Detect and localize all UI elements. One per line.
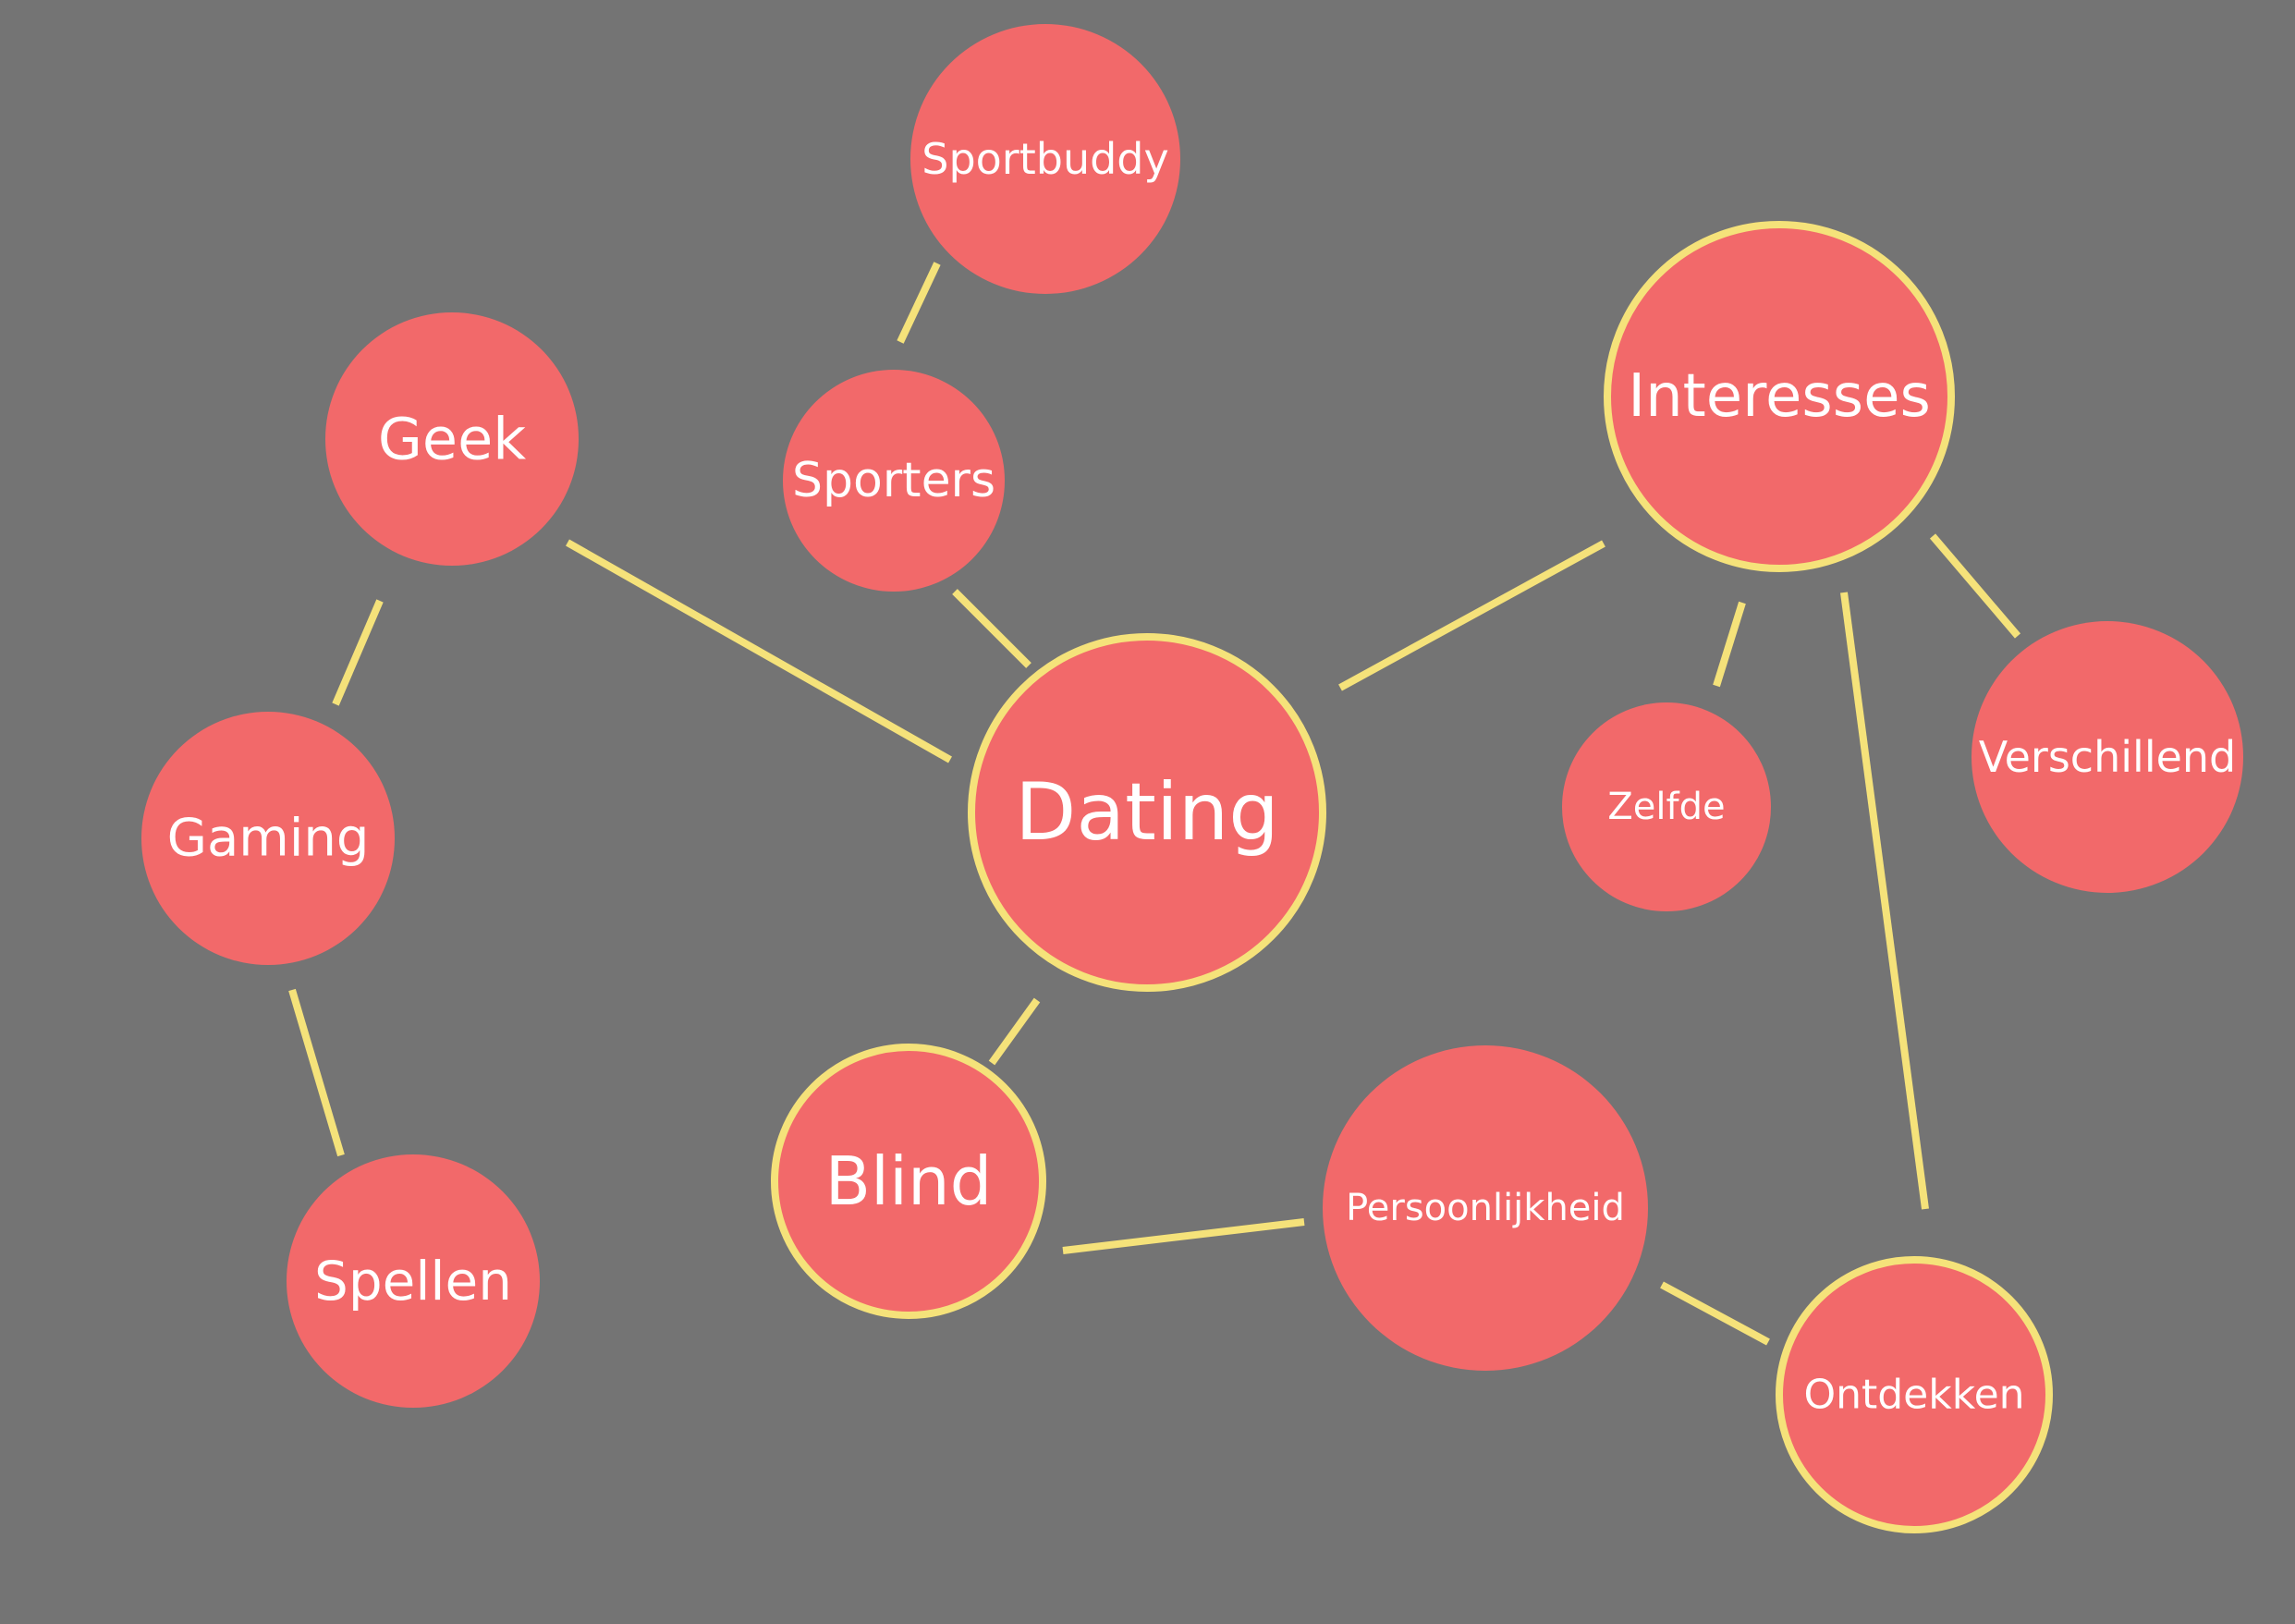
edge-dating-blind	[988, 997, 1041, 1066]
edge-dating-interesses	[1338, 540, 1605, 691]
edge-blind-persoonlijkheid	[1062, 1218, 1305, 1254]
node-label-blind: Blind	[825, 1142, 993, 1220]
node-label-interesses: Interesses	[1628, 362, 1931, 431]
edge-persoonlijkheid-ontdekken	[1660, 1281, 1770, 1346]
node-label-verschillend: Verschillend	[1979, 732, 2237, 782]
node-label-sportbuddy: Sportbuddy	[922, 134, 1168, 184]
node-sportbuddy: Sportbuddy	[910, 24, 1180, 294]
node-label-dating: Dating	[1015, 766, 1279, 859]
node-label-spellen: Spellen	[314, 1250, 512, 1313]
edge-gaming-spellen	[288, 988, 345, 1157]
edge-interesses-ontdekken	[1840, 592, 1929, 1210]
edge-geek-gaming	[332, 599, 384, 706]
node-label-geek: Geek	[378, 406, 526, 473]
edge-sportbuddy-sporters	[897, 262, 941, 344]
edge-interesses-verschillend	[1929, 533, 2021, 639]
node-persoonlijkheid: Persoonlijkheid	[1323, 1045, 1648, 1371]
node-label-persoonlijkheid: Persoonlijkheid	[1346, 1187, 1625, 1229]
node-spellen: Spellen	[287, 1154, 540, 1408]
edge-geek-dating	[566, 539, 952, 763]
edge-sporters-dating	[952, 589, 1032, 668]
node-blind: Blind	[771, 1044, 1046, 1319]
node-geek: Geek	[325, 312, 579, 566]
node-label-sporters: Sporters	[792, 453, 995, 508]
node-gaming: Gaming	[141, 712, 395, 965]
node-sporters: Sporters	[783, 370, 1005, 592]
node-dating: Dating	[968, 633, 1326, 992]
node-interesses: Interesses	[1604, 221, 1955, 572]
node-label-zelfde: Zelfde	[1607, 786, 1725, 828]
nodes: Sportbuddy Geek Sporters Interesses Gami…	[141, 24, 2243, 1533]
node-label-gaming: Gaming	[167, 809, 370, 869]
node-zelfde: Zelfde	[1562, 702, 1771, 911]
node-verschillend: Verschillend	[1972, 621, 2243, 893]
edge-interesses-zelfde	[1713, 601, 1746, 688]
connector-lines	[288, 262, 2021, 1346]
node-ontdekken: Ontdekken	[1776, 1256, 2053, 1533]
node-label-ontdekken: Ontdekken	[1803, 1372, 2024, 1419]
